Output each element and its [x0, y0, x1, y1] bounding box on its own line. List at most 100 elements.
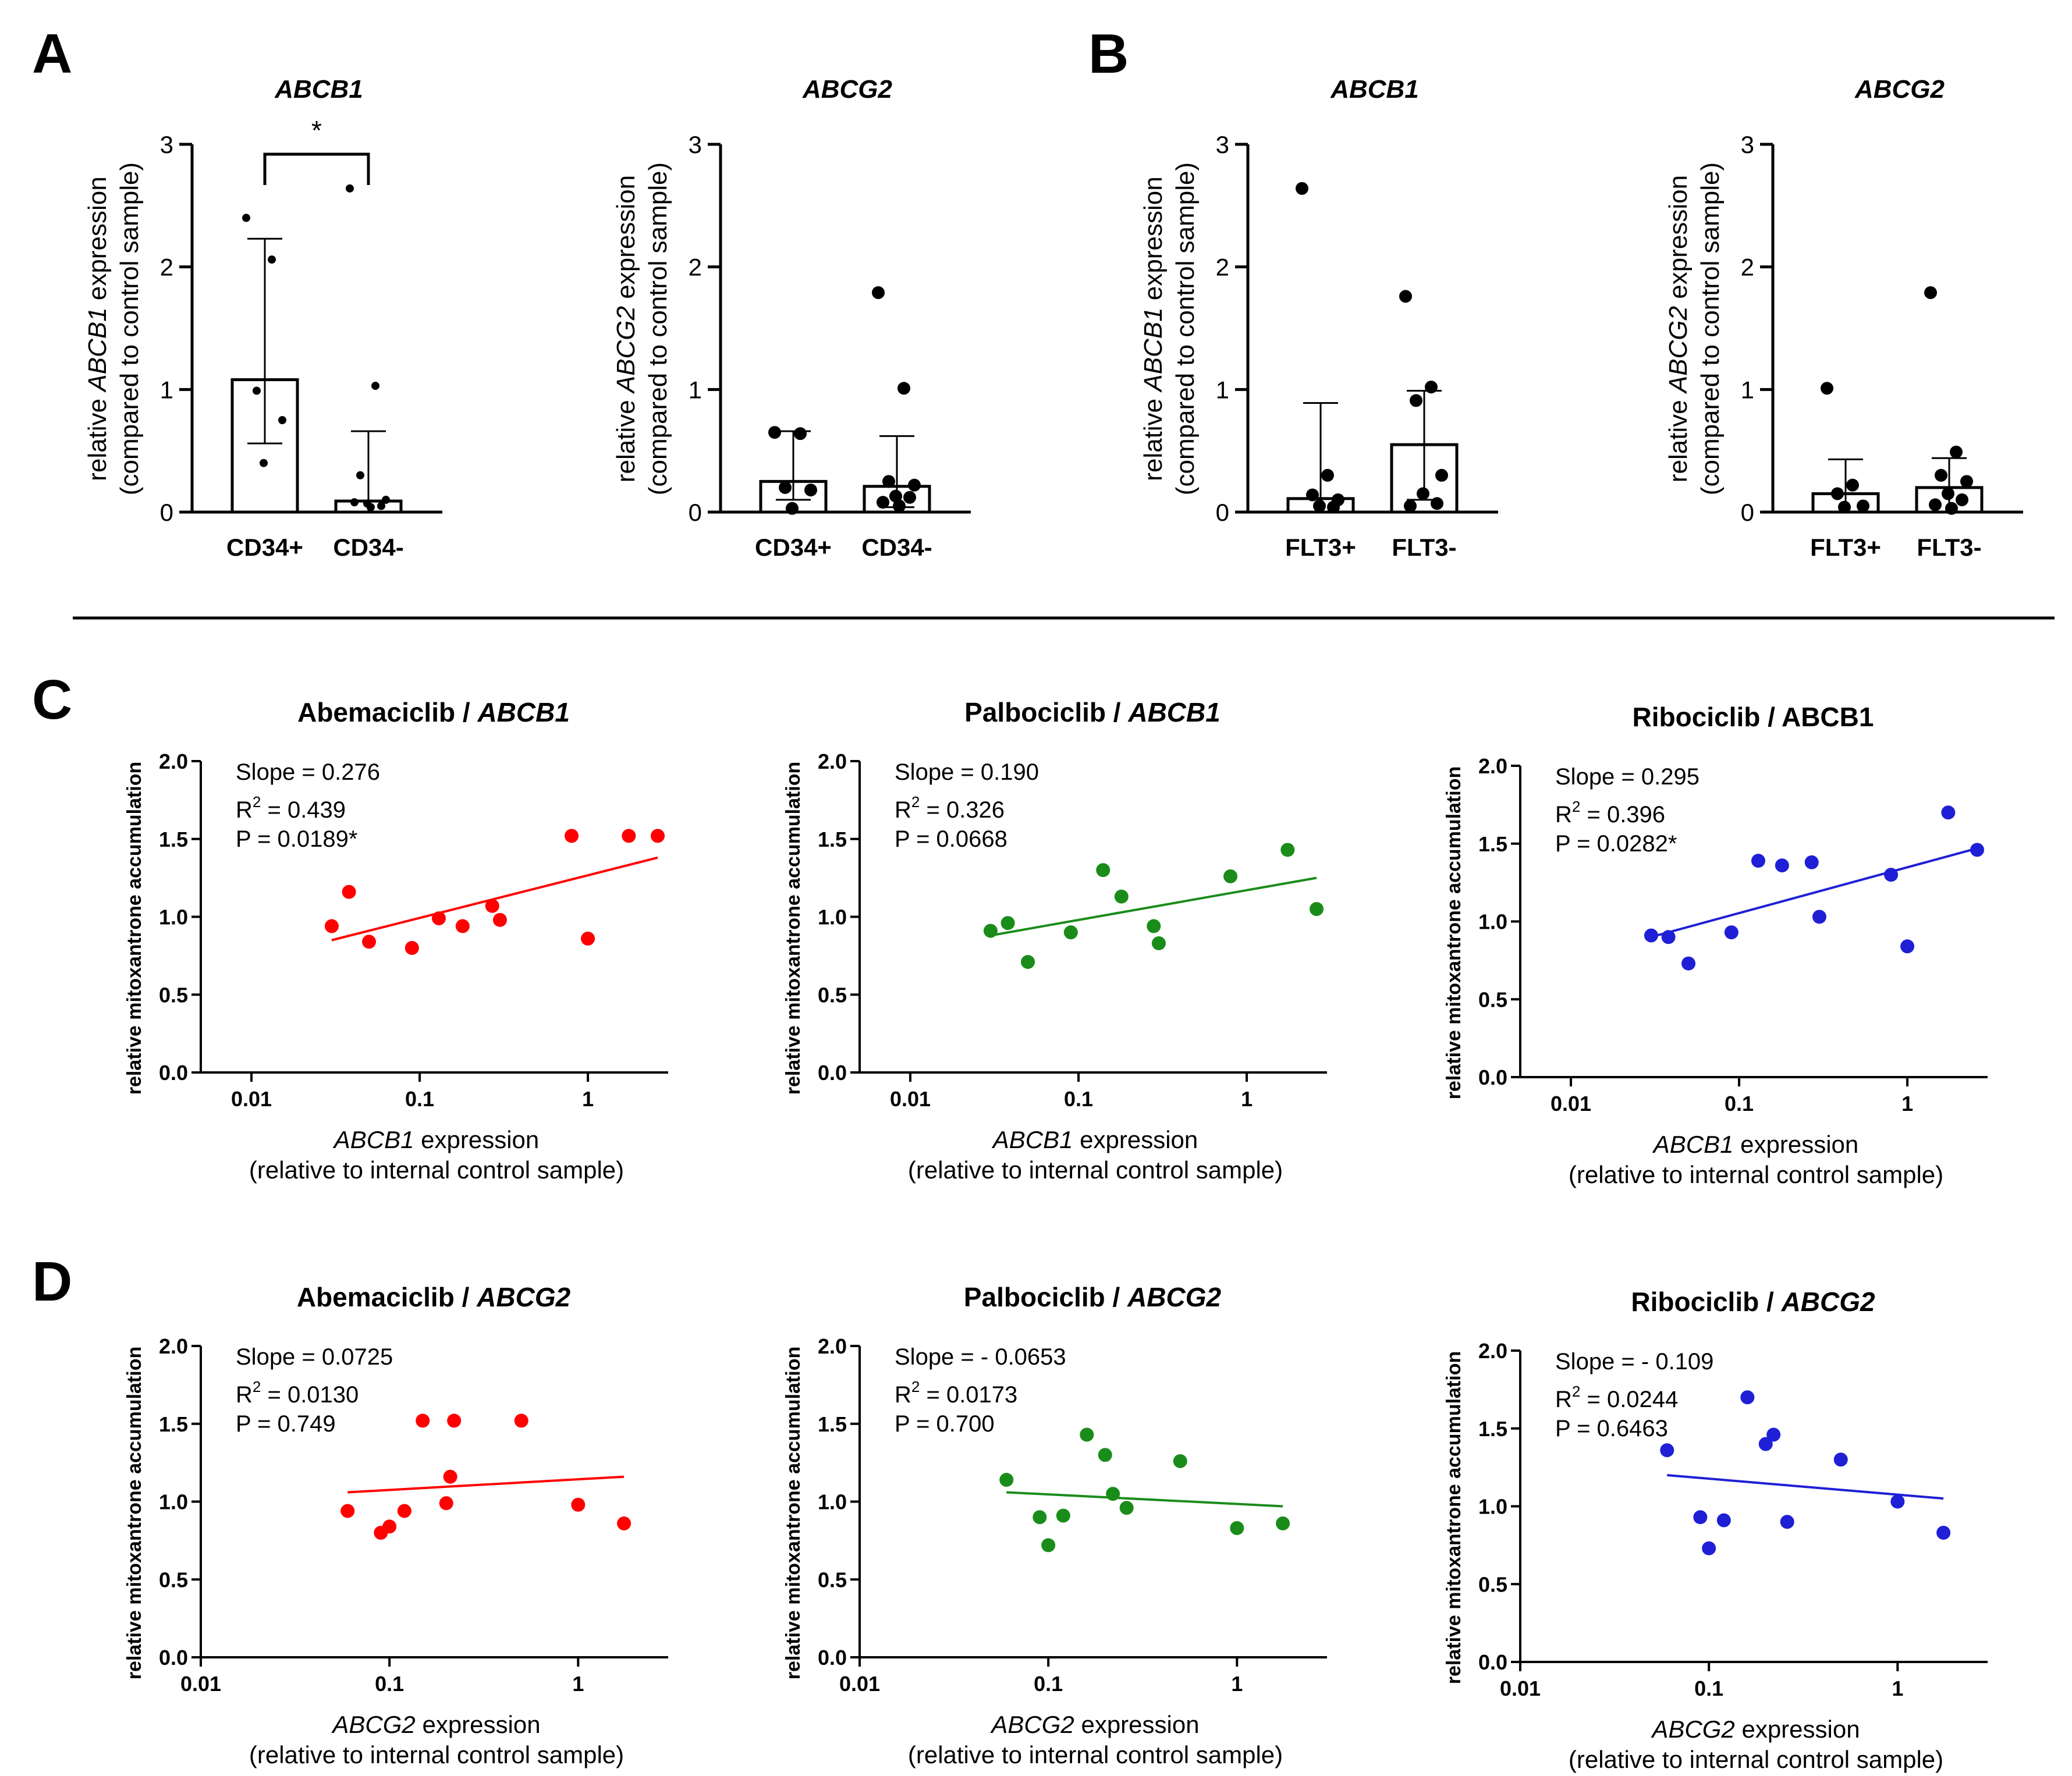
y-axis-label: relative ABCG2 expression — [612, 175, 640, 482]
data-point — [1114, 889, 1129, 904]
y-tick-label: 0 — [1216, 499, 1229, 526]
data-point — [371, 382, 379, 390]
data-point — [889, 489, 902, 503]
y-tick-label: 2.0 — [818, 750, 847, 773]
y-axis-label: relative mitoxantrone accumulation — [1443, 766, 1465, 1100]
y-tick-label: 0.5 — [1478, 988, 1507, 1011]
stat-r-squared: R2 = 0.326 — [895, 793, 1005, 823]
x-axis-label-suffix: expression — [1735, 1715, 1860, 1743]
data-point — [1766, 1427, 1781, 1442]
stat-r-value: = 0.439 — [261, 797, 346, 823]
x-axis-label: ABCG2 expression — [331, 1711, 540, 1738]
significance-bracket — [263, 152, 370, 185]
data-point — [1775, 858, 1789, 873]
y-tick-label: 0 — [1741, 499, 1754, 526]
x-axis-label: ABCB1 expression — [332, 1126, 540, 1153]
regression-line — [990, 876, 1317, 937]
y-tick-label: 1 — [160, 376, 173, 403]
stat-r-squared: R2 = 0.0173 — [895, 1378, 1017, 1408]
stat-r-value: = 0.0130 — [261, 1382, 359, 1408]
chart-title-drug: Palbociclib — [964, 697, 1106, 727]
x-tick-label: 0.01 — [180, 1672, 221, 1696]
y-tick-label: 1.5 — [159, 827, 188, 851]
data-point — [1956, 493, 1968, 506]
data-point — [1096, 863, 1110, 878]
x-axis-label-gene: ABCB1 — [332, 1126, 414, 1153]
data-point — [1804, 855, 1819, 869]
data-point — [779, 481, 792, 494]
chart-title: ABCB1 — [274, 75, 363, 104]
data-point — [1041, 1538, 1056, 1553]
x-axis-label: ABCG2 expression — [1650, 1715, 1860, 1743]
data-point — [1941, 805, 1956, 820]
stat-r-label: R — [1555, 802, 1572, 827]
y-tick-label: 1.0 — [818, 1490, 847, 1514]
data-point — [1716, 1513, 1731, 1528]
data-point — [1106, 1487, 1120, 1501]
stat-r-superscript: 2 — [911, 793, 920, 811]
data-point — [340, 1504, 355, 1518]
y-tick-label: 1 — [1741, 376, 1754, 403]
x-axis-label: ABCB1 expression — [1652, 1131, 1859, 1158]
y-axis-label: relative mitoxantrone accumulation — [782, 1347, 804, 1680]
data-point — [768, 426, 781, 439]
x-category-label: CD34+ — [226, 534, 303, 561]
y-tick-label: 0.5 — [159, 983, 188, 1007]
data-point — [382, 1519, 397, 1534]
x-axis-label-gene: ABCG2 — [1650, 1715, 1734, 1743]
data-point — [581, 931, 595, 946]
data-point — [1945, 502, 1958, 515]
y-axis-label: relative ABCG2 expression — [1664, 175, 1693, 482]
data-point — [1435, 468, 1448, 482]
y-tick-label: 2 — [1741, 254, 1754, 281]
stat-r-value: = 0.0173 — [920, 1382, 1017, 1408]
stat-r-squared: R2 = 0.0244 — [1555, 1383, 1678, 1412]
y-axis-label-gene: ABCG2 — [1664, 306, 1693, 395]
x-tick-label: 1 — [1892, 1676, 1903, 1700]
stat-r-superscript: 2 — [253, 1378, 261, 1395]
y-axis-label-gene: ABCG2 — [612, 306, 640, 395]
data-point — [1119, 1501, 1134, 1515]
data-point — [1310, 902, 1324, 917]
y-tick-label: 0.0 — [818, 1646, 847, 1670]
y-tick-label: 3 — [1216, 131, 1229, 158]
data-point — [1724, 925, 1739, 940]
scatter-chart-6: Ribociclib / ABCG2 0.0 0.5 1.0 1.5 2.0 0.01 0.1… — [1443, 1287, 1988, 1773]
x-tick-label: 0.1 — [1725, 1092, 1754, 1116]
x-tick-label: 0.01 — [231, 1087, 272, 1111]
data-point — [492, 912, 507, 927]
data-point — [565, 829, 579, 843]
data-point — [1900, 939, 1915, 954]
y-tick-label: 2 — [160, 254, 173, 281]
y-axis-label-line2: (compared to control sample) — [1171, 162, 1200, 495]
data-point — [1410, 394, 1422, 407]
x-axis-label: ABCB1 expression — [991, 1126, 1198, 1153]
y-axis-label-suffix: expression — [1664, 175, 1693, 306]
data-point — [1970, 843, 1985, 857]
stat-p-value: P = 0.0668 — [895, 826, 1007, 852]
data-point — [877, 496, 889, 509]
chart-title-drug: Ribociclib — [1633, 702, 1761, 732]
chart-title: ABCB1 — [1330, 75, 1419, 104]
data-point — [1758, 1437, 1773, 1451]
data-point — [1147, 919, 1161, 933]
chart-title: Palbociclib / ABCG2 — [964, 1282, 1222, 1312]
panel-letter-a: A — [32, 23, 72, 85]
y-tick-label: 1.5 — [1478, 1417, 1507, 1441]
y-axis-label-prefix: relative — [1139, 392, 1168, 481]
data-point — [362, 935, 377, 949]
data-point — [983, 923, 998, 938]
chart-title-separator: / — [1106, 697, 1128, 727]
data-point — [882, 475, 895, 488]
chart-title-drug: Abemaciclib — [297, 1282, 455, 1312]
y-tick-label: 0.0 — [159, 1646, 188, 1670]
stat-p-value: P = 0.6463 — [1555, 1416, 1668, 1441]
scatter-chart-4: Abemaciclib / ABCG2 0.0 0.5 1.0 1.5 2.0 0.01 0.… — [123, 1282, 668, 1768]
data-point — [1306, 488, 1319, 502]
data-point — [1950, 445, 1963, 459]
data-point — [1431, 497, 1443, 510]
data-point — [1740, 1390, 1755, 1405]
x-category-label: FLT3- — [1917, 534, 1981, 561]
chart-title-drug: Ribociclib — [1631, 1287, 1759, 1317]
data-point — [1056, 1508, 1070, 1523]
